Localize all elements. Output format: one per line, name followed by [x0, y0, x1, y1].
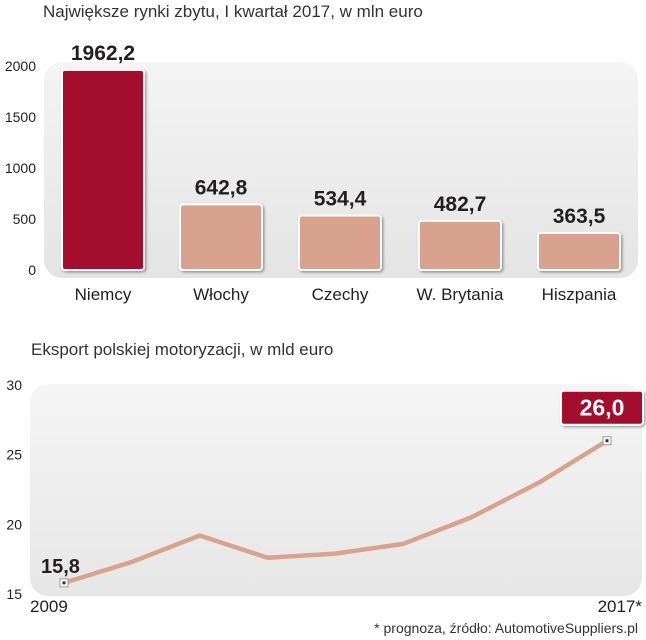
- bar-w-ochy: [179, 203, 263, 271]
- bar-category-label: Niemcy: [75, 285, 132, 304]
- end-value-badge: [560, 389, 644, 426]
- bar-category-label: Hiszpania: [542, 285, 617, 304]
- line-y-tick-label: 20: [6, 516, 22, 532]
- bar-y-tick-label: 2000: [5, 58, 36, 74]
- bar-w-brytania: [418, 219, 502, 272]
- bar-category-label: Czechy: [312, 285, 369, 304]
- endpoint-marker-dot: [605, 439, 609, 443]
- export-series-line: [61, 438, 610, 586]
- source-footnote: * prognoza, źródło: AutomotiveSuppliers.…: [374, 620, 638, 636]
- bar-y-tick-label: 0: [28, 262, 36, 278]
- bar-value-label: 534,4: [314, 187, 367, 210]
- line-y-tick-label: 15: [6, 586, 22, 602]
- line-chart-title: Eksport polskiej motoryzacji, w mld euro: [31, 340, 334, 359]
- bar-y-tick-label: 1000: [5, 160, 36, 176]
- bar-chart-title: Największe rynki zbytu, I kwartał 2017, …: [43, 2, 423, 21]
- bar-value-label: 1962,2: [71, 42, 135, 65]
- line-y-tick-label: 25: [6, 447, 22, 463]
- bar-czechy: [298, 214, 382, 271]
- x-start-label: 2009: [30, 597, 68, 616]
- end-value-label: 26,0: [580, 395, 625, 421]
- bar-hiszpania: [537, 231, 621, 272]
- bar-niemcy: [61, 68, 145, 271]
- x-end-label: 2017*: [598, 597, 643, 616]
- line-y-tick-label: 30: [6, 377, 22, 393]
- start-value-label: 15,8: [41, 556, 80, 578]
- bar-category-label: Włochy: [193, 285, 249, 304]
- bar-value-label: 363,5: [553, 205, 606, 228]
- bar-value-label: 482,7: [434, 193, 487, 216]
- bar-y-tick-label: 1500: [5, 109, 36, 125]
- endpoint-marker-dot: [62, 581, 66, 585]
- bar-y-tick-label: 500: [13, 211, 37, 227]
- bar-value-label: 642,8: [195, 176, 248, 199]
- bar-category-label: W. Brytania: [417, 285, 504, 304]
